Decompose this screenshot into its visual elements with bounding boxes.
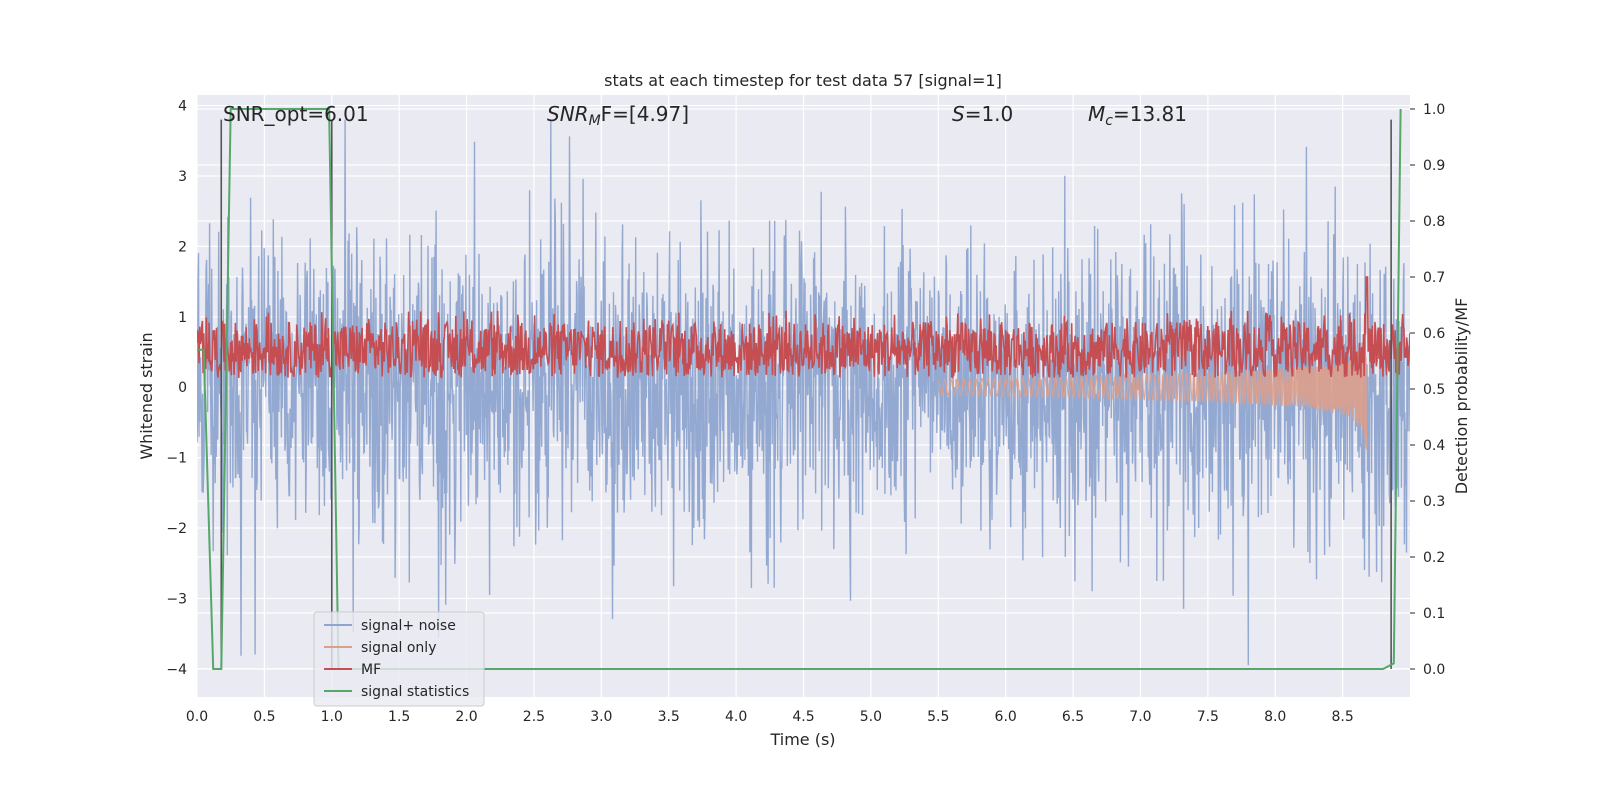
- x-tick-label: 0.0: [186, 709, 208, 725]
- x-tick-labels: 0.0 0.5 1.0 1.5 2.0 2.5 3.0 3.5 4.0 4.5 5.0 5.5 6.0 6…: [186, 709, 1354, 725]
- x-tick-label: 5.5: [927, 709, 949, 725]
- x-tick-label: 4.5: [792, 709, 814, 725]
- x-tick-label: 0.5: [253, 709, 275, 725]
- chart-title: stats at each timestep for test data 57 …: [604, 71, 1002, 90]
- y2-tick-label: 0.5: [1423, 382, 1445, 398]
- x-tick-label: 1.0: [321, 709, 343, 725]
- annotation-mc: Mc=13.81: [1088, 102, 1187, 129]
- mc-sub: c: [1105, 113, 1113, 129]
- y2-tick-label: 1.0: [1423, 102, 1445, 118]
- s-tail: =1.0: [965, 102, 1014, 126]
- x-tick-label: 2.0: [455, 709, 477, 725]
- legend-label-signal-only: signal only: [361, 640, 436, 656]
- annotation-snr-opt: SNR_opt=6.01: [223, 102, 369, 126]
- x-tick-label: 8.5: [1331, 709, 1353, 725]
- mc-tail: =13.81: [1113, 102, 1187, 126]
- x-tick-label: 3.5: [658, 709, 680, 725]
- x-tick-label: 7.0: [1129, 709, 1151, 725]
- snr-mf-sub: M: [589, 113, 601, 129]
- y2-tick-label: 0.2: [1423, 550, 1445, 566]
- y-tick-label: 2: [178, 239, 187, 255]
- y-tick-label: −2: [166, 521, 187, 537]
- snr-mf-symbol: SNR: [547, 102, 589, 126]
- y-tick-label: 1: [178, 310, 187, 326]
- y-tick-label: 0: [178, 380, 187, 396]
- s-symbol: S: [952, 102, 965, 126]
- snr-mf-tail: F=[4.97]: [601, 102, 689, 126]
- x-tick-label: 5.0: [860, 709, 882, 725]
- y-tick-label: −1: [166, 451, 187, 467]
- x-tick-label: 7.5: [1197, 709, 1219, 725]
- annotation-snr-mf: SNRMF=[4.97]: [547, 102, 689, 129]
- x-tick-label: 6.0: [995, 709, 1017, 725]
- y2-tick-labels: 1.0 0.9 0.8 0.7 0.6 0.5 0.4 0.3 0.2 0.1 0.0: [1423, 102, 1445, 678]
- y-tick-label: −4: [166, 662, 187, 678]
- legend-label-signal-statistics: signal statistics: [361, 684, 469, 700]
- y2-tick-label: 0.6: [1423, 326, 1445, 342]
- y2-tick-label: 0.0: [1423, 662, 1445, 678]
- x-tick-label: 2.5: [523, 709, 545, 725]
- legend-box: [313, 611, 485, 707]
- y2-tick-label: 0.9: [1423, 158, 1445, 174]
- x-tick-label: 1.5: [388, 709, 410, 725]
- x-tick-label: 6.5: [1062, 709, 1084, 725]
- y2-tick-label: 0.8: [1423, 214, 1445, 230]
- x-tick-label: 8.0: [1264, 709, 1286, 725]
- annotation-s: S=1.0: [952, 102, 1013, 126]
- x-tick-label: 4.0: [725, 709, 747, 725]
- legend-label-signal-noise: signal+ noise: [361, 618, 456, 634]
- series-mf: [197, 276, 1410, 380]
- y2-axis-label: Detection probability/MF: [1452, 298, 1471, 495]
- series-signal-noise: [197, 119, 1410, 666]
- legend-label-mf: MF: [361, 662, 381, 678]
- y-axis-label: Whitened strain: [137, 332, 156, 459]
- y2-tick-label: 0.1: [1423, 606, 1445, 622]
- y-tick-labels: 4 3 2 1 0 −1 −2 −3 −4: [166, 99, 187, 678]
- series-signal-statistics: [197, 108, 1402, 670]
- mc-symbol: M: [1088, 102, 1105, 126]
- y2-tick-label: 0.7: [1423, 270, 1445, 286]
- x-tick-label: 3.0: [590, 709, 612, 725]
- y2-tick-label: 0.3: [1423, 494, 1445, 510]
- legend: signal+ noise signal only MF signal stat…: [313, 611, 485, 707]
- y-tick-label: −3: [166, 591, 187, 607]
- series-signal-only: [937, 330, 1368, 450]
- y-tick-label: 3: [178, 169, 187, 185]
- y-tick-label: 4: [178, 99, 187, 115]
- y2-tick-label: 0.4: [1423, 438, 1445, 454]
- x-axis-label: Time (s): [769, 730, 835, 749]
